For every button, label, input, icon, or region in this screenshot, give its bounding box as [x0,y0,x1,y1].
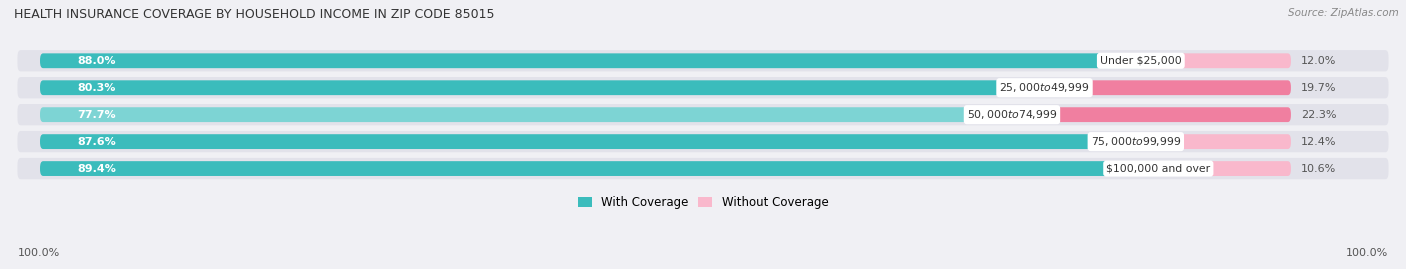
Text: $100,000 and over: $100,000 and over [1107,164,1211,174]
FancyBboxPatch shape [39,134,1136,149]
Text: $75,000 to $99,999: $75,000 to $99,999 [1091,135,1181,148]
Text: 12.4%: 12.4% [1301,137,1337,147]
Text: 19.7%: 19.7% [1301,83,1337,93]
Text: Source: ZipAtlas.com: Source: ZipAtlas.com [1288,8,1399,18]
FancyBboxPatch shape [1159,161,1291,176]
Text: 77.7%: 77.7% [77,110,117,120]
FancyBboxPatch shape [17,77,1389,98]
Text: 10.6%: 10.6% [1301,164,1336,174]
FancyBboxPatch shape [17,104,1389,125]
Text: Under $25,000: Under $25,000 [1099,56,1181,66]
FancyBboxPatch shape [1140,53,1291,68]
FancyBboxPatch shape [39,53,1140,68]
FancyBboxPatch shape [39,161,1159,176]
Text: 100.0%: 100.0% [1346,248,1388,258]
FancyBboxPatch shape [39,80,1045,95]
FancyBboxPatch shape [1012,107,1291,122]
FancyBboxPatch shape [17,131,1389,152]
Text: 100.0%: 100.0% [18,248,60,258]
Text: 12.0%: 12.0% [1301,56,1336,66]
Text: HEALTH INSURANCE COVERAGE BY HOUSEHOLD INCOME IN ZIP CODE 85015: HEALTH INSURANCE COVERAGE BY HOUSEHOLD I… [14,8,495,21]
Text: $50,000 to $74,999: $50,000 to $74,999 [967,108,1057,121]
Text: 87.6%: 87.6% [77,137,117,147]
FancyBboxPatch shape [17,158,1389,179]
FancyBboxPatch shape [17,50,1389,71]
FancyBboxPatch shape [1045,80,1291,95]
Text: $25,000 to $49,999: $25,000 to $49,999 [1000,81,1090,94]
FancyBboxPatch shape [39,107,1012,122]
Legend: With Coverage, Without Coverage: With Coverage, Without Coverage [572,191,834,214]
Text: 80.3%: 80.3% [77,83,115,93]
Text: 88.0%: 88.0% [77,56,117,66]
FancyBboxPatch shape [1136,134,1291,149]
Text: 22.3%: 22.3% [1301,110,1337,120]
Text: 89.4%: 89.4% [77,164,117,174]
